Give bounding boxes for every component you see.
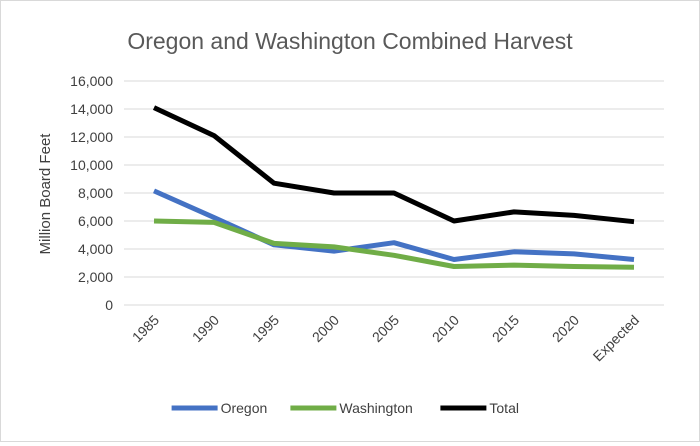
- y-tick-label: 6,000: [78, 213, 113, 229]
- chart-title: Oregon and Washington Combined Harvest: [127, 28, 573, 54]
- series-line-oregon: [152, 188, 635, 262]
- y-tick-label: 12,000: [70, 129, 113, 145]
- y-tick-label: 14,000: [70, 101, 113, 117]
- series-lines: [152, 105, 635, 270]
- x-tick-label: 2005: [369, 312, 402, 345]
- y-axis-label: Million Board Feet: [37, 133, 54, 255]
- y-tick-labels: 0 2,000 4,000 6,000 8,000 10,000 12,000 14,000 1…: [70, 73, 113, 313]
- series-line-total: [152, 105, 635, 225]
- y-tick-label: 16,000: [70, 73, 113, 89]
- y-tick-label: 2,000: [78, 269, 113, 285]
- x-tick-labels: 1985 1990 1995 2000 2005 2010 2015 2020 Expected: [129, 312, 642, 365]
- legend-label-oregon: Oregon: [221, 400, 268, 416]
- y-tick-label: 10,000: [70, 157, 113, 173]
- legend-label-total: Total: [489, 400, 519, 416]
- y-tick-label: 8,000: [78, 185, 113, 201]
- y-tick-label: 4,000: [78, 241, 113, 257]
- x-tick-label: Expected: [590, 312, 643, 365]
- y-tick-label: 0: [105, 297, 113, 313]
- legend-label-washington: Washington: [339, 400, 412, 416]
- x-tick-label: 1985: [129, 312, 162, 345]
- x-tick-label: 2015: [489, 312, 522, 345]
- x-tick-label: 2000: [309, 312, 342, 345]
- series-line-washington: [153, 218, 635, 270]
- legend: Oregon Washington Total: [171, 400, 519, 416]
- x-tick-label: 2020: [549, 312, 582, 345]
- x-tick-label: 2010: [429, 312, 462, 345]
- x-tick-label: 1995: [249, 312, 282, 345]
- x-tick-label: 1990: [189, 312, 222, 345]
